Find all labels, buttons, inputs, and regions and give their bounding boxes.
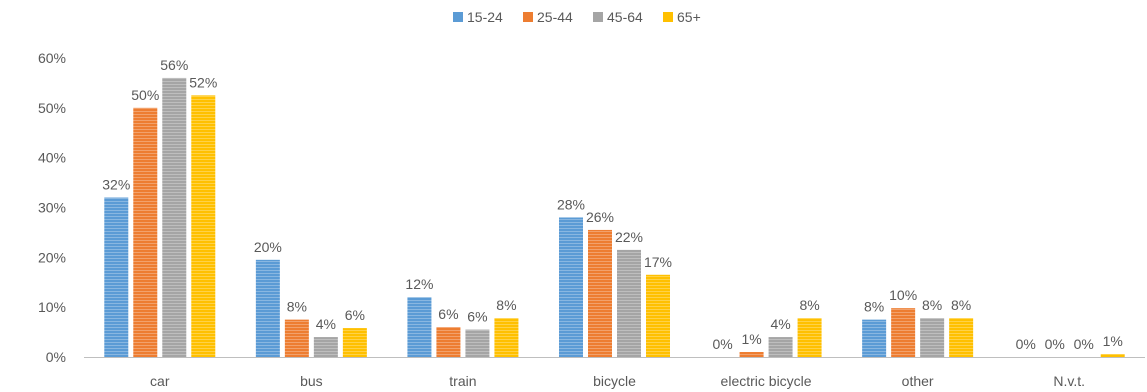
bar-45-64-other (920, 318, 945, 357)
legend-item-2: 45-64 (593, 9, 643, 25)
bar-15-24-car (104, 197, 129, 357)
legend-swatch (453, 12, 463, 22)
legend-item-0: 15-24 (453, 9, 503, 25)
data-label: 0% (1074, 336, 1094, 352)
bar-25-44-train (436, 327, 461, 357)
bar-65--bicycle (646, 274, 670, 357)
legend-item-3: 65+ (663, 9, 701, 25)
data-label: 6% (345, 307, 365, 323)
data-label: 8% (922, 297, 942, 313)
bars-layer (104, 77, 1125, 357)
bar-25-44-other (891, 308, 916, 357)
x-tick-label: other (902, 373, 934, 389)
bar-45-64-bicycle (617, 249, 641, 357)
data-label: 1% (1103, 333, 1123, 349)
bar-65--train (494, 318, 519, 357)
x-tick-label: train (449, 373, 476, 389)
x-tick-label: bicycle (593, 373, 636, 389)
data-label: 26% (586, 209, 614, 225)
y-tick-label: 50% (38, 100, 66, 116)
bar-25-44-car (133, 107, 158, 357)
legend: 15-24 25-44 45-64 65+ (453, 9, 701, 25)
legend-label: 15-24 (467, 9, 503, 25)
y-tick-label: 20% (38, 249, 66, 265)
legend-item-1: 25-44 (523, 9, 573, 25)
bar-15-24-train (407, 297, 432, 357)
data-label: 17% (644, 254, 672, 270)
bar-25-44-electric-bicycle (739, 352, 764, 357)
bar-65--bus (342, 328, 367, 357)
bar-45-64-train (465, 329, 490, 357)
y-tick-label: 0% (46, 349, 66, 365)
legend-swatch (593, 12, 603, 22)
data-label: 52% (189, 74, 217, 90)
legend-label: 45-64 (607, 9, 643, 25)
data-label: 8% (496, 297, 516, 313)
data-label: 50% (131, 87, 159, 103)
bar-25-44-bicycle (588, 229, 612, 357)
y-tick-label: 10% (38, 299, 66, 315)
data-label: 6% (438, 306, 458, 322)
x-tick-label: N.v.t. (1053, 373, 1085, 389)
data-label: 4% (770, 316, 790, 332)
bar-45-64-electric-bicycle (768, 337, 793, 357)
data-label: 8% (864, 299, 884, 315)
bar-45-64-car (162, 77, 187, 357)
bar-15-24-bus (255, 259, 280, 357)
data-label: 12% (405, 276, 433, 292)
bar-65--other (949, 318, 974, 357)
y-axis: 0% 10% 20% 30% 40% 50% 60% (38, 50, 66, 365)
bar-45-64-bus (313, 337, 338, 357)
data-label: 32% (102, 177, 130, 193)
bar-65--N-v-t- (1100, 354, 1125, 357)
y-tick-label: 40% (38, 150, 66, 166)
data-labels-layer: 32%50%56%52%20%8%4%6%12%6% 6%8%28%26%22%1… (102, 57, 1123, 352)
legend-label: 25-44 (537, 9, 573, 25)
data-label: 4% (316, 316, 336, 332)
bar-65--electric-bicycle (797, 318, 822, 357)
legend-swatch (663, 12, 673, 22)
data-label: 0% (1016, 336, 1036, 352)
data-label: 8% (951, 297, 971, 313)
data-label: 10% (889, 287, 917, 303)
bar-65--car (191, 95, 216, 357)
data-label: 6% (467, 309, 487, 325)
bar-15-24-other (862, 319, 887, 357)
y-tick-label: 60% (38, 50, 66, 66)
data-label: 56% (160, 57, 188, 73)
data-label: 20% (254, 239, 282, 255)
x-tick-label: bus (300, 373, 323, 389)
bar-25-44-bus (284, 319, 309, 357)
x-tick-label: electric bicycle (721, 373, 812, 389)
data-label: 28% (557, 196, 585, 212)
legend-label: 65+ (677, 9, 701, 25)
data-label: 0% (712, 336, 732, 352)
data-label: 8% (287, 299, 307, 315)
data-label: 8% (799, 297, 819, 313)
x-axis: car bus train bicycle electric bicycle other N… (84, 357, 1145, 389)
legend-swatch (523, 12, 533, 22)
y-tick-label: 30% (38, 200, 66, 216)
x-tick-label: car (150, 373, 170, 389)
bar-15-24-bicycle (559, 217, 583, 357)
data-label: 22% (615, 229, 643, 245)
data-label: 1% (741, 331, 761, 347)
data-label: 0% (1045, 336, 1065, 352)
